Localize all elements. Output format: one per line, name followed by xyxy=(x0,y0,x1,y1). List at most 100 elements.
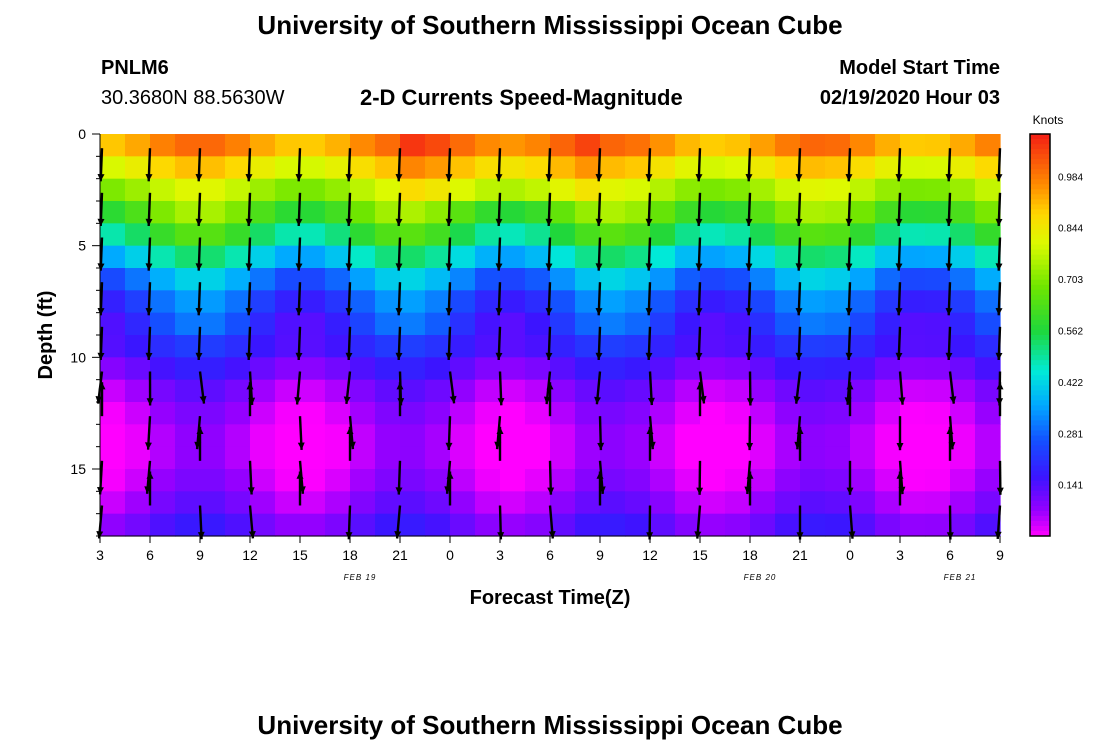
heatmap-cell xyxy=(550,513,576,537)
current-arrow-head xyxy=(645,352,653,360)
y-tick-label: 15 xyxy=(70,461,86,477)
colorbar-segment xyxy=(1030,184,1050,190)
current-arrow-head xyxy=(845,218,853,226)
current-arrow-head xyxy=(696,382,704,390)
heatmap-cell xyxy=(975,178,1001,202)
heatmap-cell xyxy=(200,402,226,425)
heatmap-cell xyxy=(700,379,726,403)
heatmap-cell xyxy=(725,134,751,157)
current-arrow-head xyxy=(645,218,653,226)
heatmap-cell xyxy=(575,223,601,247)
heatmap-cell xyxy=(650,245,676,269)
x-tick-label: 18 xyxy=(342,547,358,563)
current-arrow-head xyxy=(896,471,904,479)
current-arrow-head xyxy=(445,174,453,182)
heatmap-cell xyxy=(625,178,651,202)
heatmap-cell xyxy=(875,424,901,448)
model-start-time: 02/19/2020 Hour 03 xyxy=(819,87,1000,109)
heatmap-cell xyxy=(600,134,626,157)
heatmap-cell xyxy=(725,491,751,515)
heatmap-cell xyxy=(675,201,701,224)
heatmap-cell xyxy=(100,223,126,247)
heatmap-cell xyxy=(375,469,401,492)
heatmap-cell xyxy=(950,312,976,336)
x-tick-label: 18 xyxy=(742,547,758,563)
heatmap-cell xyxy=(750,402,776,425)
heatmap-cell xyxy=(175,134,201,157)
heatmap-cell xyxy=(625,424,651,448)
heatmap-cell xyxy=(775,134,801,157)
heatmap-cell xyxy=(975,402,1001,425)
heatmap-cell xyxy=(250,357,276,381)
heatmap-cell xyxy=(525,156,551,180)
heatmap-cell xyxy=(600,268,626,291)
colorbar-segment xyxy=(1030,500,1050,507)
heatmap-cell xyxy=(975,201,1001,224)
colorbar-segment xyxy=(1030,294,1050,301)
heatmap-cell xyxy=(975,513,1001,537)
heatmap-cell xyxy=(175,245,201,269)
current-arrow-head xyxy=(345,263,353,271)
heatmap-cell xyxy=(425,335,451,358)
heatmap-cell xyxy=(100,290,126,314)
heatmap-cell xyxy=(200,223,226,247)
heatmap-cell xyxy=(400,424,426,448)
heatmap-cell xyxy=(875,446,901,470)
heatmap-cell xyxy=(625,446,651,470)
heatmap-cell xyxy=(300,335,326,358)
heatmap-cell xyxy=(400,357,426,381)
heatmap-cell xyxy=(975,312,1001,336)
heatmap-cell xyxy=(750,312,776,336)
heatmap-cell xyxy=(750,268,776,291)
heatmap-cell xyxy=(275,469,301,492)
current-arrow-head xyxy=(496,426,504,434)
heatmap-cell xyxy=(825,491,851,515)
current-arrow-head xyxy=(896,443,904,451)
current-arrow-head xyxy=(945,218,953,226)
heatmap-cell xyxy=(650,491,676,515)
heatmap-cell xyxy=(725,513,751,537)
current-arrow-head xyxy=(449,395,457,404)
current-arrow-head xyxy=(795,352,803,360)
heatmap-cell xyxy=(375,335,401,358)
heatmap-cell xyxy=(575,357,601,381)
heatmap-cell xyxy=(425,312,451,336)
heatmap-cell xyxy=(150,469,176,492)
x-tick-label: 21 xyxy=(392,547,408,563)
x-tick-label: 3 xyxy=(96,547,104,563)
heatmap-cell xyxy=(925,469,951,492)
heatmap-cell xyxy=(750,446,776,470)
colorbar-segment xyxy=(1030,194,1050,200)
colorbar-segment xyxy=(1030,395,1050,401)
heatmap-cell xyxy=(600,223,626,247)
heatmap-cell xyxy=(100,491,126,515)
current-arrow-head xyxy=(695,174,703,182)
current-arrow-head xyxy=(495,174,503,182)
heatmap-cell xyxy=(700,312,726,336)
heatmap-cell xyxy=(225,335,251,358)
colorbar-segment xyxy=(1030,370,1050,376)
heatmap-cell xyxy=(350,424,376,448)
heatmap-cell xyxy=(325,245,351,269)
heatmap-cell xyxy=(475,156,501,180)
heatmap-cell xyxy=(175,156,201,180)
current-arrow-head xyxy=(845,308,853,316)
heatmap-cell xyxy=(600,513,626,537)
heatmap-cell xyxy=(600,201,626,224)
heatmap-cell xyxy=(625,335,651,358)
colorbar-segment xyxy=(1030,249,1050,256)
heatmap-cell xyxy=(125,424,151,448)
heatmap-cell xyxy=(525,134,551,157)
heatmap-cell xyxy=(475,379,501,403)
heatmap-cell xyxy=(600,469,626,492)
heatmap-cell xyxy=(250,268,276,291)
heatmap-cell xyxy=(575,245,601,269)
colorbar-segment xyxy=(1030,159,1050,165)
heatmap-cell xyxy=(475,268,501,291)
heatmap-cell xyxy=(475,223,501,247)
heatmap-cell xyxy=(900,491,926,515)
heatmap-cell xyxy=(375,379,401,403)
heatmap-cell xyxy=(425,402,451,425)
heatmap-cell xyxy=(850,156,876,180)
current-arrow-head xyxy=(445,442,453,450)
